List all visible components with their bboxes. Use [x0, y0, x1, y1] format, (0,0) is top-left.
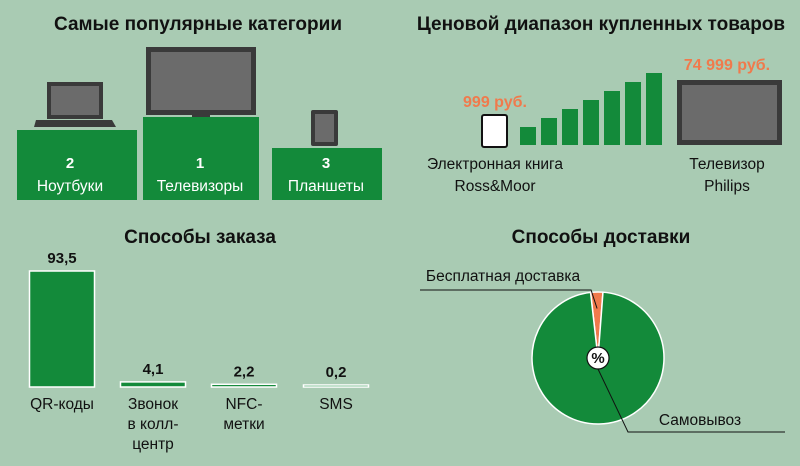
price-step-6 — [625, 82, 641, 145]
label-tablets: Планшеты — [288, 178, 364, 195]
max-item-line2: Philips — [704, 178, 750, 195]
pie-center-label: % — [591, 350, 604, 367]
rank-tvs: 1 — [196, 155, 204, 172]
order-methods-chart: 93,5 QR-коды 4,1 Звонок в колл-центр 2,2 NFC-м… — [28, 250, 370, 453]
bar-category-2-line-3: центр — [132, 436, 174, 453]
bar-3 — [210, 383, 278, 388]
rank-laptops: 2 — [66, 155, 74, 172]
tv-large-icon — [677, 80, 782, 145]
price-step-3 — [562, 109, 578, 145]
bar-value-4: 0,2 — [326, 364, 347, 381]
pie-label-1: Бесплатная доставка — [426, 268, 581, 285]
bar-category-4-line-1: SMS — [319, 396, 353, 413]
tv-icon — [146, 47, 256, 118]
min-item-line2: Ross&Moor — [455, 178, 536, 195]
min-item-line1: Электронная книга — [427, 156, 563, 173]
leader-line-1 — [420, 289, 598, 309]
bar-category-3-line-1: NFC- — [225, 396, 262, 413]
delivery-pie-chart: % Бесплатная доставка Самовывоз — [420, 268, 785, 433]
price-range-title: Ценовой диапазон купленных товаров — [417, 14, 785, 35]
bar-category-1-line-1: QR-коды — [30, 396, 94, 413]
leader-line-2 — [597, 368, 785, 433]
price-steps — [520, 73, 662, 145]
podium-tvs — [143, 117, 259, 200]
podium-tablets — [272, 148, 382, 200]
bar-value-2: 4,1 — [143, 361, 164, 378]
bar-category-3-line-2: метки — [223, 416, 264, 433]
price-step-1 — [520, 127, 536, 145]
ebook-icon — [481, 114, 508, 148]
bar-value-3: 2,2 — [234, 363, 255, 380]
price-step-2 — [541, 118, 557, 145]
order-methods-title: Способы заказа — [124, 227, 276, 248]
podium-laptops — [17, 130, 137, 200]
bar-1 — [28, 270, 96, 388]
categories-title: Самые популярные категории — [54, 14, 342, 35]
delivery-title: Способы доставки — [512, 227, 691, 248]
tablet-icon — [311, 110, 338, 146]
pie-label-2: Самовывоз — [659, 412, 741, 429]
bar-2 — [119, 381, 187, 388]
laptop-icon — [34, 82, 116, 127]
bar-category-2-line-1: Звонок — [128, 396, 178, 413]
max-item-line1: Телевизор — [689, 156, 764, 173]
price-step-4 — [583, 100, 599, 145]
bar-category-2-line-2: в колл- — [127, 416, 178, 433]
max-price: 74 999 руб. — [684, 57, 770, 74]
rank-tablets: 3 — [322, 155, 330, 172]
price-step-7 — [646, 73, 662, 145]
price-step-5 — [604, 91, 620, 145]
label-laptops: Ноутбуки — [37, 178, 103, 195]
label-tvs: Телевизоры — [157, 178, 244, 195]
bar-4 — [302, 384, 370, 388]
min-price: 999 руб. — [463, 94, 527, 111]
bar-value-1: 93,5 — [47, 250, 76, 267]
